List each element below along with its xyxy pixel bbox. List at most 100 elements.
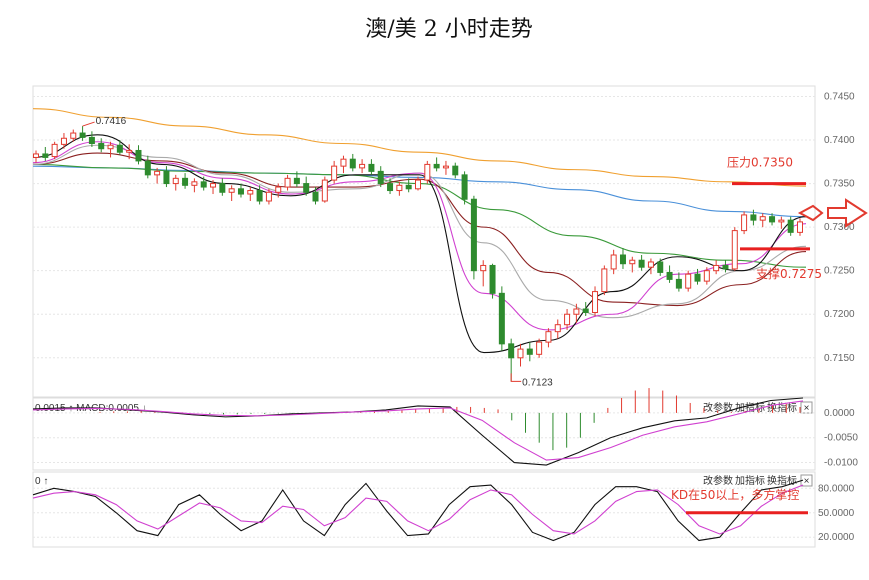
candle-body xyxy=(424,163,431,181)
kd-y-tick-label: 50.0000 xyxy=(818,508,855,519)
candle-body xyxy=(657,261,664,273)
ma-series-line xyxy=(32,134,807,354)
kd-modify-params-button[interactable]: 改参数 xyxy=(703,474,733,487)
price-y-tick-label: 0.7250 xyxy=(824,266,855,277)
candle-body xyxy=(172,177,179,185)
price-y-tick-label: 0.7150 xyxy=(824,353,855,364)
candle-body xyxy=(666,271,673,280)
candle-body xyxy=(359,163,366,169)
macd-y-tick-label: -0.0050 xyxy=(824,433,858,444)
candle-body xyxy=(750,214,757,221)
candle-body xyxy=(210,183,217,188)
candle-body xyxy=(377,170,384,185)
candle-body xyxy=(582,308,589,313)
candle-body xyxy=(731,230,738,270)
candle-body xyxy=(526,348,533,355)
candle-body xyxy=(508,343,515,359)
kd-close-icon[interactable]: × xyxy=(804,476,810,487)
candle-body xyxy=(629,259,636,265)
candle-body xyxy=(303,183,310,193)
candle-body xyxy=(470,198,477,272)
candle-body xyxy=(647,261,654,268)
candle-body xyxy=(256,190,263,202)
candle-body xyxy=(98,142,105,150)
resistance-label: 压力0.7350 xyxy=(727,156,793,170)
candle-body xyxy=(564,313,571,326)
kd-y-axis: 80.0000 50.0000 20.0000 xyxy=(818,483,855,543)
candle-body xyxy=(498,292,505,345)
kd-header: 0 ↑ xyxy=(35,476,48,487)
candle-body xyxy=(573,308,580,315)
high-label: 0.7416 xyxy=(96,116,127,127)
candlesticks xyxy=(33,126,803,382)
candle-body xyxy=(126,149,133,153)
kd-k-line xyxy=(32,479,804,542)
candle-body xyxy=(713,264,720,272)
price-y-tick-label: 0.7350 xyxy=(824,179,855,190)
small-arrow-icon xyxy=(797,204,824,222)
candle-body xyxy=(70,132,77,139)
kd-switch-indicator-button[interactable]: 换指标 xyxy=(767,474,797,487)
candle-body xyxy=(703,270,710,282)
candle-body xyxy=(480,264,487,272)
candle-body xyxy=(759,216,766,221)
candle-body xyxy=(163,170,170,185)
candle-body xyxy=(284,177,291,188)
macd-y-axis: 0.0000 -0.0050 -0.0100 xyxy=(824,408,858,469)
candle-body xyxy=(619,254,626,265)
candle-body xyxy=(42,153,49,158)
candle-body xyxy=(88,136,95,144)
candle-body xyxy=(405,184,412,190)
candle-body xyxy=(219,183,226,193)
candle-body xyxy=(191,181,198,186)
macd-signal-line xyxy=(32,400,804,461)
kd-panel-frame xyxy=(32,471,816,548)
macd-switch-indicator-button[interactable]: 换指标 xyxy=(767,401,797,414)
candle-body xyxy=(769,216,776,223)
macd-close-button[interactable]: × xyxy=(800,401,813,414)
ma-series-line xyxy=(32,152,807,307)
candle-body xyxy=(312,191,319,202)
candle-body xyxy=(778,219,785,223)
macd-close-icon[interactable]: × xyxy=(804,403,810,414)
candle-body xyxy=(787,219,794,233)
kd-y-tick-label: 20.0000 xyxy=(818,532,855,543)
low-label: 0.7123 xyxy=(522,377,553,388)
candle-body xyxy=(415,179,421,190)
candle-body xyxy=(228,188,235,193)
kd-y-tick-label: 80.0000 xyxy=(818,483,855,494)
candle-body xyxy=(368,163,375,172)
candle-body xyxy=(433,163,440,169)
price-y-tick-label: 0.7200 xyxy=(824,309,855,320)
candle-body xyxy=(79,132,86,138)
right-arrow-icon xyxy=(827,198,868,228)
macd-grid xyxy=(33,412,815,464)
ma-series-line xyxy=(32,165,807,218)
candle-body xyxy=(340,158,347,167)
kd-add-indicator-button[interactable]: 加指标 xyxy=(735,474,765,487)
candle-body xyxy=(321,179,328,202)
candle-body xyxy=(461,174,468,200)
candle-body xyxy=(247,190,254,195)
candle-body xyxy=(396,184,403,192)
candle-body xyxy=(135,149,142,162)
candle-body xyxy=(554,324,561,333)
candle-body xyxy=(489,264,496,294)
candle-body xyxy=(33,153,39,158)
candle-body xyxy=(638,259,645,268)
macd-modify-params-button[interactable]: 改参数 xyxy=(703,401,733,414)
moving-average-lines xyxy=(32,108,807,354)
high-marker: 0.7416 xyxy=(82,116,127,127)
candle-body xyxy=(387,183,394,192)
macd-panel: 0.0015 ↑ MACD:0.0005 ↓ 改参数 加指标 换指标 × 0.0… xyxy=(32,388,858,471)
kd-d-line xyxy=(32,484,804,535)
candle-body xyxy=(592,291,599,313)
candle-body xyxy=(293,177,300,185)
low-marker: 0.7123 xyxy=(510,373,553,388)
kd-lines xyxy=(32,479,804,542)
candle-body xyxy=(722,264,729,270)
candle-body xyxy=(60,137,67,145)
macd-add-indicator-button[interactable]: 加指标 xyxy=(735,401,765,414)
chart-title: 澳/美 2 小时走势 xyxy=(365,17,532,42)
